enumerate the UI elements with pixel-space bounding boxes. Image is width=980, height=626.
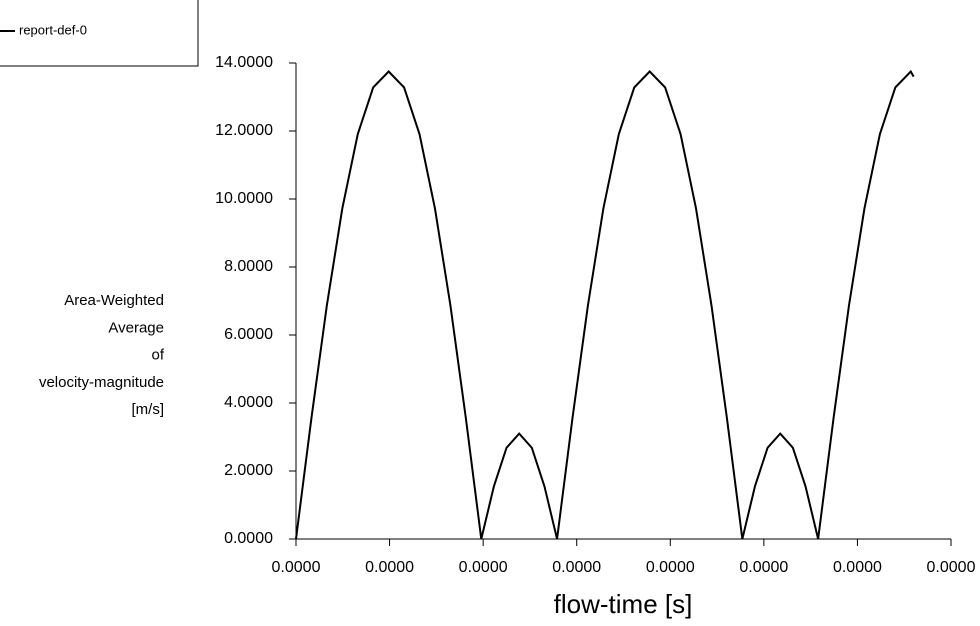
y-axis-title: Area-Weighted (64, 292, 164, 309)
legend-box (0, 0, 199, 67)
x-tick-label: 0.0000 (459, 559, 508, 576)
y-tick-label: 2.0000 (224, 462, 273, 479)
x-tick-label: 0.0000 (552, 559, 601, 576)
y-tick-label: 12.0000 (215, 122, 273, 139)
x-tick-label: 0.0000 (272, 559, 321, 576)
x-tick-label: 0.0000 (365, 559, 414, 576)
y-axis-title: Average (108, 319, 164, 336)
x-tick-label: 0.0000 (739, 559, 788, 576)
x-tick-label: 0.0000 (927, 559, 976, 576)
x-axis-title: flow-time [s] (554, 589, 693, 619)
y-axis-title: of (151, 347, 164, 364)
x-tick-label: 0.0000 (646, 559, 695, 576)
y-tick-label: 0.0000 (224, 530, 273, 547)
y-tick-label: 6.0000 (224, 326, 273, 343)
y-tick-label: 8.0000 (224, 258, 273, 275)
y-axis-title: velocity-magnitude (39, 374, 164, 391)
legend-label: report-def-0 (19, 22, 87, 37)
x-tick-label: 0.0000 (833, 559, 882, 576)
series-line (295, 69, 915, 540)
y-tick-label: 4.0000 (224, 394, 273, 411)
y-tick-label: 14.0000 (215, 54, 273, 71)
y-tick-label: 10.0000 (215, 190, 273, 207)
y-axis-title: [m/s] (132, 401, 165, 418)
